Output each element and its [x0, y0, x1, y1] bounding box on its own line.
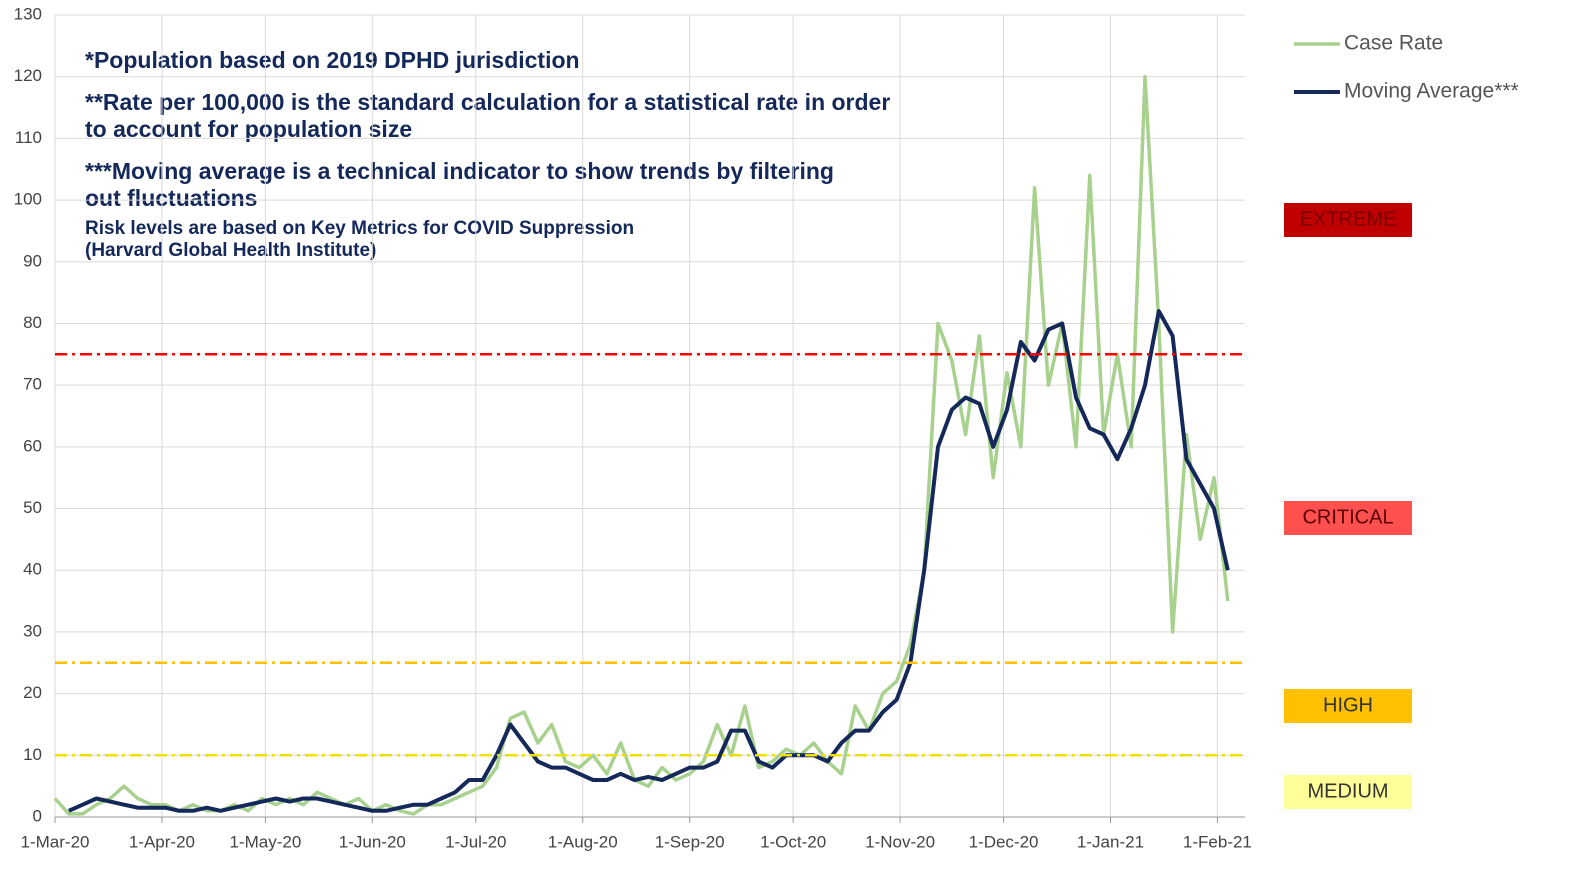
x-tick-label: 1-Mar-20: [21, 832, 90, 851]
y-tick-label: 80: [23, 313, 42, 332]
risk-box: [1284, 689, 1412, 723]
y-tick-label: 10: [23, 745, 42, 764]
x-tick-label: 1-Dec-20: [969, 832, 1039, 851]
y-tick-label: 60: [23, 436, 42, 455]
series-line: [53, 74, 1230, 816]
legend-label: Moving Average***: [1344, 80, 1519, 103]
annotation: to account for population size: [85, 116, 412, 142]
x-tick-label: 1-Jul-20: [445, 832, 506, 851]
annotation: (Harvard Global Health Institute): [85, 240, 376, 261]
annotation: ***Moving average is a technical indicat…: [85, 158, 834, 184]
x-tick-label: 1-Nov-20: [865, 832, 935, 851]
risk-box: [1284, 775, 1412, 809]
x-tick-label: 1-Feb-21: [1183, 832, 1252, 851]
y-tick-label: 40: [23, 560, 42, 579]
x-tick-label: 1-May-20: [229, 832, 301, 851]
y-tick-label: 20: [23, 683, 42, 702]
y-tick-label: 120: [14, 66, 42, 85]
y-tick-label: 100: [14, 190, 42, 209]
y-tick-label: 0: [33, 806, 42, 825]
risk-label: MEDIUM: [1307, 780, 1388, 802]
annotation: Risk levels are based on Key Metrics for…: [85, 218, 634, 239]
x-tick-label: 1-Jan-21: [1077, 832, 1144, 851]
x-tick-label: 1-Oct-20: [760, 832, 826, 851]
series-line: [67, 309, 1230, 813]
annotation: out fluctuations: [85, 185, 257, 211]
y-tick-label: 110: [15, 128, 42, 147]
y-tick-label: 90: [23, 251, 42, 270]
risk-box: [1284, 203, 1412, 237]
risk-label: EXTREME: [1300, 208, 1397, 230]
x-tick-label: 1-Apr-20: [129, 832, 195, 851]
y-tick-label: 130: [14, 4, 42, 23]
x-tick-label: 1-Jun-20: [339, 832, 406, 851]
legend-label: Case Rate: [1344, 32, 1443, 55]
risk-label: HIGH: [1323, 694, 1373, 716]
y-tick-label: 70: [23, 375, 42, 394]
risk-box: [1284, 501, 1412, 535]
y-tick-label: 30: [23, 621, 42, 640]
x-tick-label: 1-Sep-20: [655, 832, 725, 851]
annotation: *Population based on 2019 DPHD jurisdict…: [85, 47, 580, 73]
x-tick-label: 1-Aug-20: [548, 832, 618, 851]
annotation: **Rate per 100,000 is the standard calcu…: [85, 89, 890, 115]
y-tick-label: 50: [23, 498, 42, 517]
risk-label: CRITICAL: [1302, 506, 1393, 528]
